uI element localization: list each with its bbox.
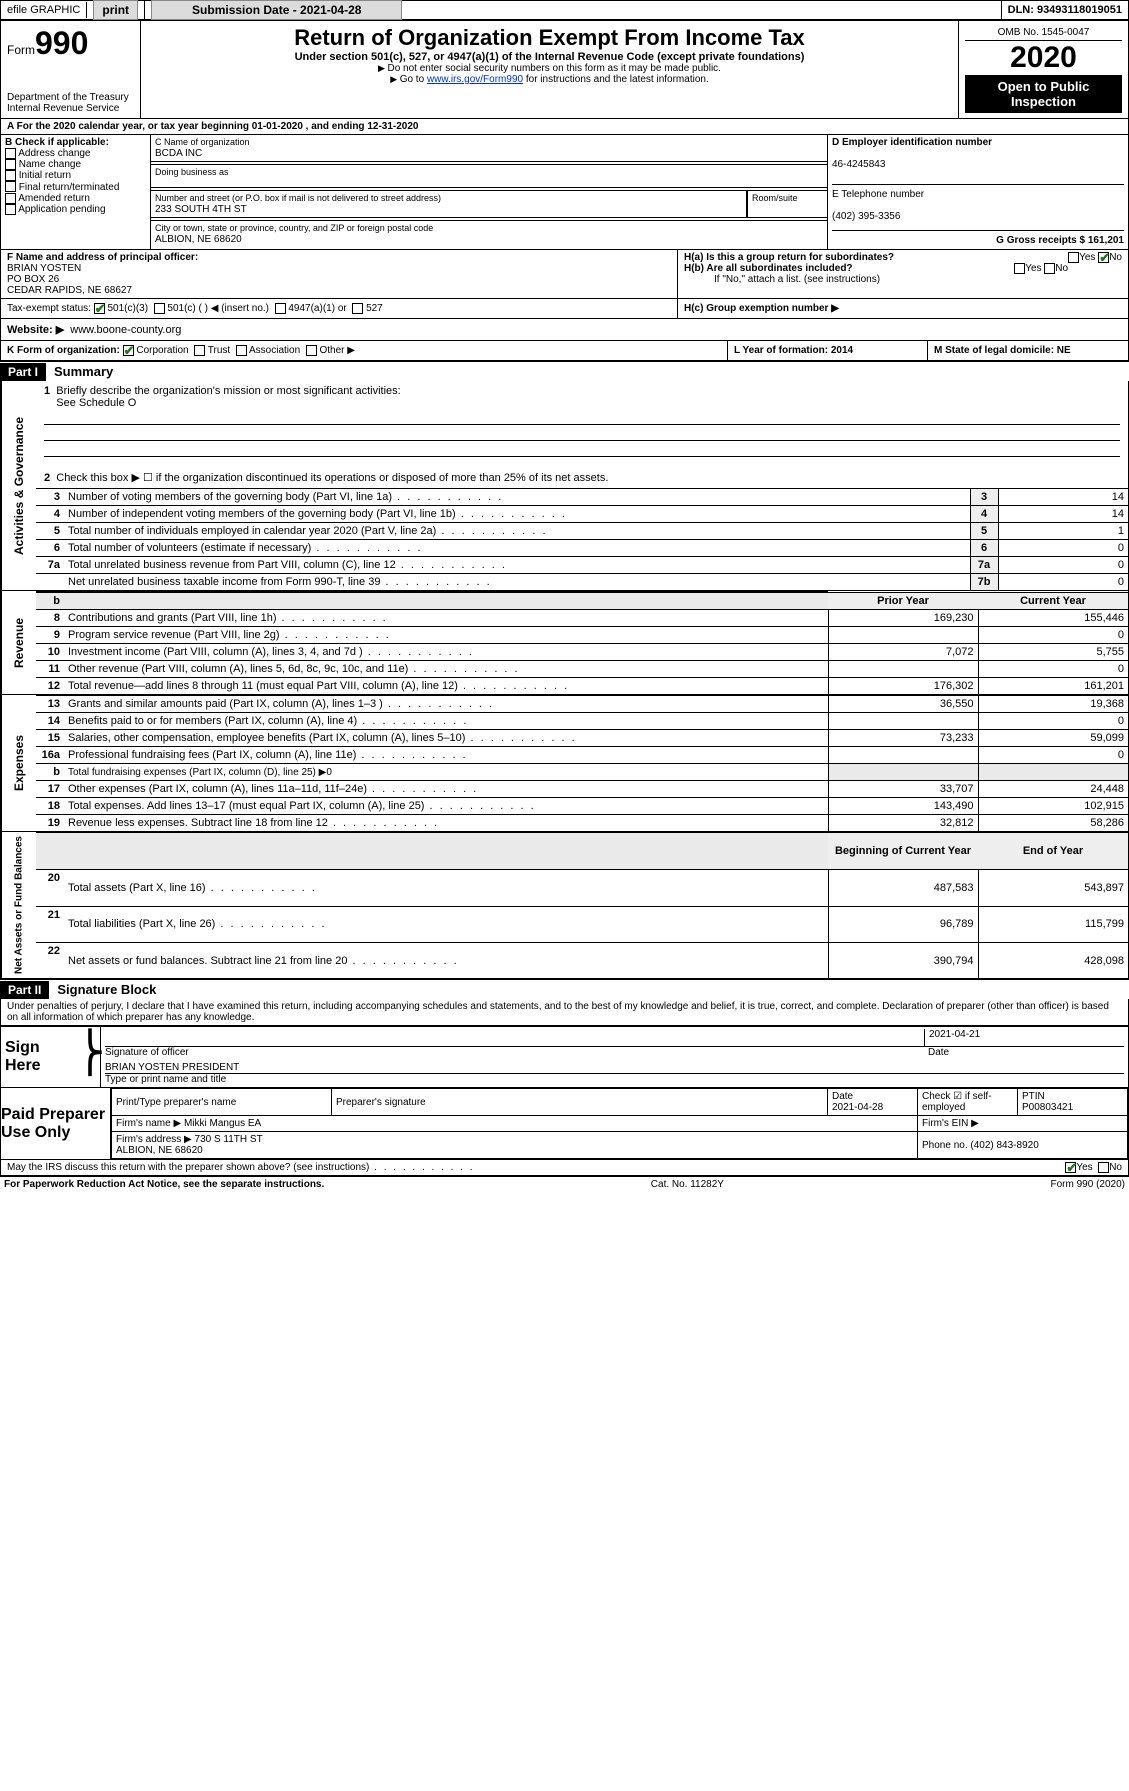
ha-yes-chk[interactable] — [1068, 252, 1079, 263]
c-label: C Name of organization — [155, 137, 250, 147]
form-footer: Form 990 (2020) — [1051, 1179, 1125, 1190]
expenses-table: 13Grants and similar amounts paid (Part … — [36, 695, 1128, 831]
side-netassets: Net Assets or Fund Balances — [1, 832, 36, 978]
netassets-table: Beginning of Current YearEnd of Year20To… — [36, 832, 1128, 978]
f-label: F Name and address of principal officer: — [7, 252, 198, 263]
tax-exempt-row: Tax-exempt status: 501(c)(3) 501(c) ( ) … — [1, 299, 678, 318]
form-title: Return of Organization Exempt From Incom… — [147, 25, 952, 51]
omb-no: OMB No. 1545-0047 — [965, 25, 1122, 41]
org-name: BCDA INC — [155, 148, 202, 159]
prep-name-label: Print/Type preparer's name — [112, 1089, 332, 1116]
topbar: efile GRAPHIC print Submission Date - 20… — [0, 0, 1129, 20]
firm-name: Mikki Mangus EA — [184, 1118, 261, 1129]
tax-year: 2020 — [965, 41, 1122, 75]
firm-phone: Phone no. (402) 843-8920 — [918, 1132, 1128, 1159]
principal-officer: BRIAN YOSTEN PO BOX 26 CEDAR RAPIDS, NE … — [7, 263, 132, 296]
public-badge: Open to Public Inspection — [965, 75, 1122, 113]
form-header: Form990 Department of the Treasury Inter… — [0, 20, 1129, 119]
street-address: 233 SOUTH 4TH ST — [155, 204, 247, 215]
state-domicile: M State of legal domicile: NE — [934, 345, 1071, 356]
part2-hdr: Part II — [0, 981, 49, 999]
q1-val: See Schedule O — [56, 397, 136, 409]
hb-yes-chk[interactable] — [1014, 263, 1025, 274]
instruction-link: Go to www.irs.gov/Form990 for instructio… — [147, 74, 952, 85]
sig-officer-label: Signature of officer — [105, 1047, 189, 1058]
self-employed: Check ☑ if self-employed — [918, 1089, 1018, 1116]
hb-label: H(b) Are all subordinates included? — [684, 263, 853, 274]
side-revenue: Revenue — [1, 591, 36, 694]
pra-notice: For Paperwork Reduction Act Notice, see … — [4, 1179, 324, 1190]
sig-date: 2021-04-21 — [924, 1029, 1124, 1047]
prep-sig-label: Preparer's signature — [332, 1089, 828, 1116]
part2-title: Signature Block — [49, 980, 164, 999]
telephone: (402) 395-3356 — [832, 211, 900, 222]
side-governance: Activities & Governance — [1, 381, 36, 590]
e-label: E Telephone number — [832, 189, 924, 200]
website: www.boone-county.org — [70, 324, 181, 336]
perjury-text: Under penalties of perjury, I declare th… — [0, 999, 1129, 1026]
d-label: D Employer identification number — [832, 137, 992, 148]
discuss-question: May the IRS discuss this return with the… — [7, 1162, 475, 1173]
submission-date: Submission Date - 2021-04-28 — [151, 0, 402, 20]
irs-link[interactable]: www.irs.gov/Form990 — [427, 74, 523, 85]
part1-hdr: Part I — [0, 363, 46, 381]
dba-label: Doing business as — [155, 167, 229, 177]
name-title-label: Type or print name and title — [105, 1074, 1124, 1085]
discuss-no[interactable] — [1098, 1162, 1109, 1173]
form-number: Form990 — [7, 25, 134, 62]
ha-label: H(a) Is this a group return for subordin… — [684, 252, 894, 263]
prep-date: 2021-04-28 — [832, 1102, 883, 1113]
efile-label: efile GRAPHIC — [7, 4, 80, 16]
preparer-block: Paid Preparer Use Only Print/Type prepar… — [0, 1088, 1129, 1160]
paid-preparer-label: Paid Preparer Use Only — [1, 1088, 111, 1159]
row-a: A For the 2020 calendar year, or tax yea… — [0, 119, 1129, 135]
corp-chk[interactable] — [123, 345, 134, 356]
city-label: City or town, state or province, country… — [155, 223, 433, 233]
ein: 46-4245843 — [832, 159, 885, 170]
q1: Briefly describe the organization's miss… — [56, 385, 400, 397]
gross-receipts: G Gross receipts $ 161,201 — [996, 235, 1124, 246]
instruction-ssn: Do not enter social security numbers on … — [147, 63, 952, 74]
row-k: K Form of organization: Corporation Trus… — [1, 341, 728, 360]
dln: DLN: 93493118019051 — [1002, 2, 1128, 18]
city-state-zip: ALBION, NE 68620 — [155, 234, 242, 245]
q2: Check this box ▶ ☐ if the organization d… — [56, 472, 608, 484]
entity-info: B Check if applicable: Address change Na… — [0, 135, 1129, 250]
signature-block: Sign Here ⎬ 2021-04-21 Signature of offi… — [0, 1026, 1129, 1088]
hb-note: If "No," attach a list. (see instruction… — [684, 274, 1122, 285]
hc-label: H(c) Group exemption number ▶ — [684, 303, 839, 314]
j-label: Website: ▶ — [7, 324, 64, 336]
part1-title: Summary — [46, 362, 121, 381]
room-label: Room/suite — [752, 193, 798, 203]
revenue-table: bPrior YearCurrent Year8Contributions an… — [36, 591, 1128, 694]
addr-label: Number and street (or P.O. box if mail i… — [155, 193, 441, 203]
year-formation: L Year of formation: 2014 — [734, 345, 853, 356]
dept-label: Department of the Treasury Internal Reve… — [7, 92, 134, 114]
ha-no-chk[interactable] — [1098, 252, 1109, 263]
cat-no: Cat. No. 11282Y — [651, 1179, 724, 1190]
sign-here-label: Sign Here — [1, 1027, 71, 1087]
side-expenses: Expenses — [1, 695, 36, 831]
501c3-chk[interactable] — [94, 303, 105, 314]
hb-no-chk[interactable] — [1044, 263, 1055, 274]
form-subtitle: Under section 501(c), 527, or 4947(a)(1)… — [147, 51, 952, 63]
col-b: B Check if applicable: Address change Na… — [1, 135, 151, 249]
firm-ein-label: Firm's EIN ▶ — [918, 1116, 1128, 1132]
print-button[interactable]: print — [93, 0, 138, 20]
discuss-yes[interactable] — [1065, 1162, 1076, 1173]
ptin: P00803421 — [1022, 1102, 1073, 1113]
governance-table: 3Number of voting members of the governi… — [36, 488, 1128, 590]
officer-name: BRIAN YOSTEN PRESIDENT — [105, 1062, 1124, 1074]
date-label: Date — [924, 1047, 1124, 1058]
